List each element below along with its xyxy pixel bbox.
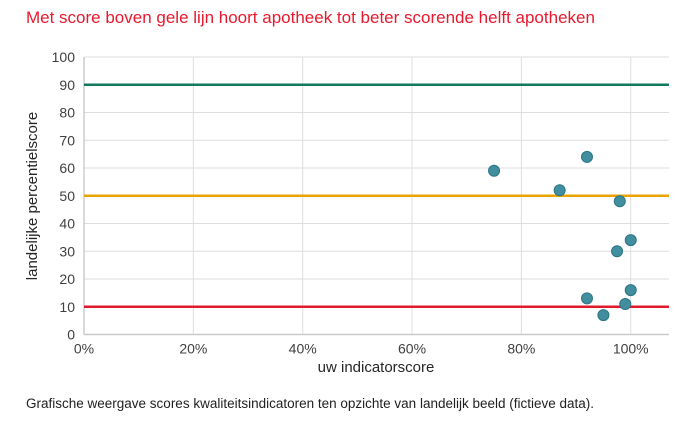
x-tick-label: 60%: [398, 341, 426, 357]
y-tick-label: 60: [59, 160, 75, 176]
x-tick-label: 80%: [507, 341, 535, 357]
data-point: [611, 245, 624, 258]
data-points-layer: [488, 150, 637, 322]
y-tick-label: 90: [59, 77, 75, 93]
data-point: [580, 292, 593, 305]
data-point: [553, 184, 566, 197]
x-tick-label: 20%: [179, 341, 207, 357]
chart-caption: Grafische weergave scores kwaliteitsindi…: [26, 396, 595, 411]
data-point: [580, 150, 593, 163]
tick-labels-layer: 0% 20% 40% 60% 80% 100% 0 10 20 30 40 50 60 70 80 90 100: [52, 49, 649, 357]
data-point: [613, 195, 626, 208]
y-tick-label: 40: [59, 216, 75, 232]
x-tick-label: 100%: [613, 341, 649, 357]
data-point: [624, 284, 637, 297]
y-tick-label: 0: [67, 327, 75, 343]
y-tick-label: 30: [59, 243, 75, 259]
x-axis-label: uw indicatorscore: [318, 359, 435, 376]
x-tick-label: 40%: [289, 341, 317, 357]
data-point: [488, 164, 501, 177]
reference-lines-layer: [84, 83, 669, 309]
chart-title: Met score boven gele lijn hoort apotheek…: [26, 8, 595, 27]
y-tick-label: 20: [59, 271, 75, 287]
x-tick-label: 0%: [74, 341, 94, 357]
y-axis-label: landelijke percentielscore: [24, 112, 41, 280]
y-tick-label: 50: [59, 188, 75, 204]
y-tick-label: 70: [59, 132, 75, 148]
data-point: [619, 297, 632, 310]
data-point: [624, 234, 637, 247]
y-tick-label: 100: [52, 49, 76, 65]
y-tick-label: 80: [59, 105, 75, 121]
data-point: [597, 309, 610, 322]
y-tick-label: 10: [59, 299, 75, 315]
